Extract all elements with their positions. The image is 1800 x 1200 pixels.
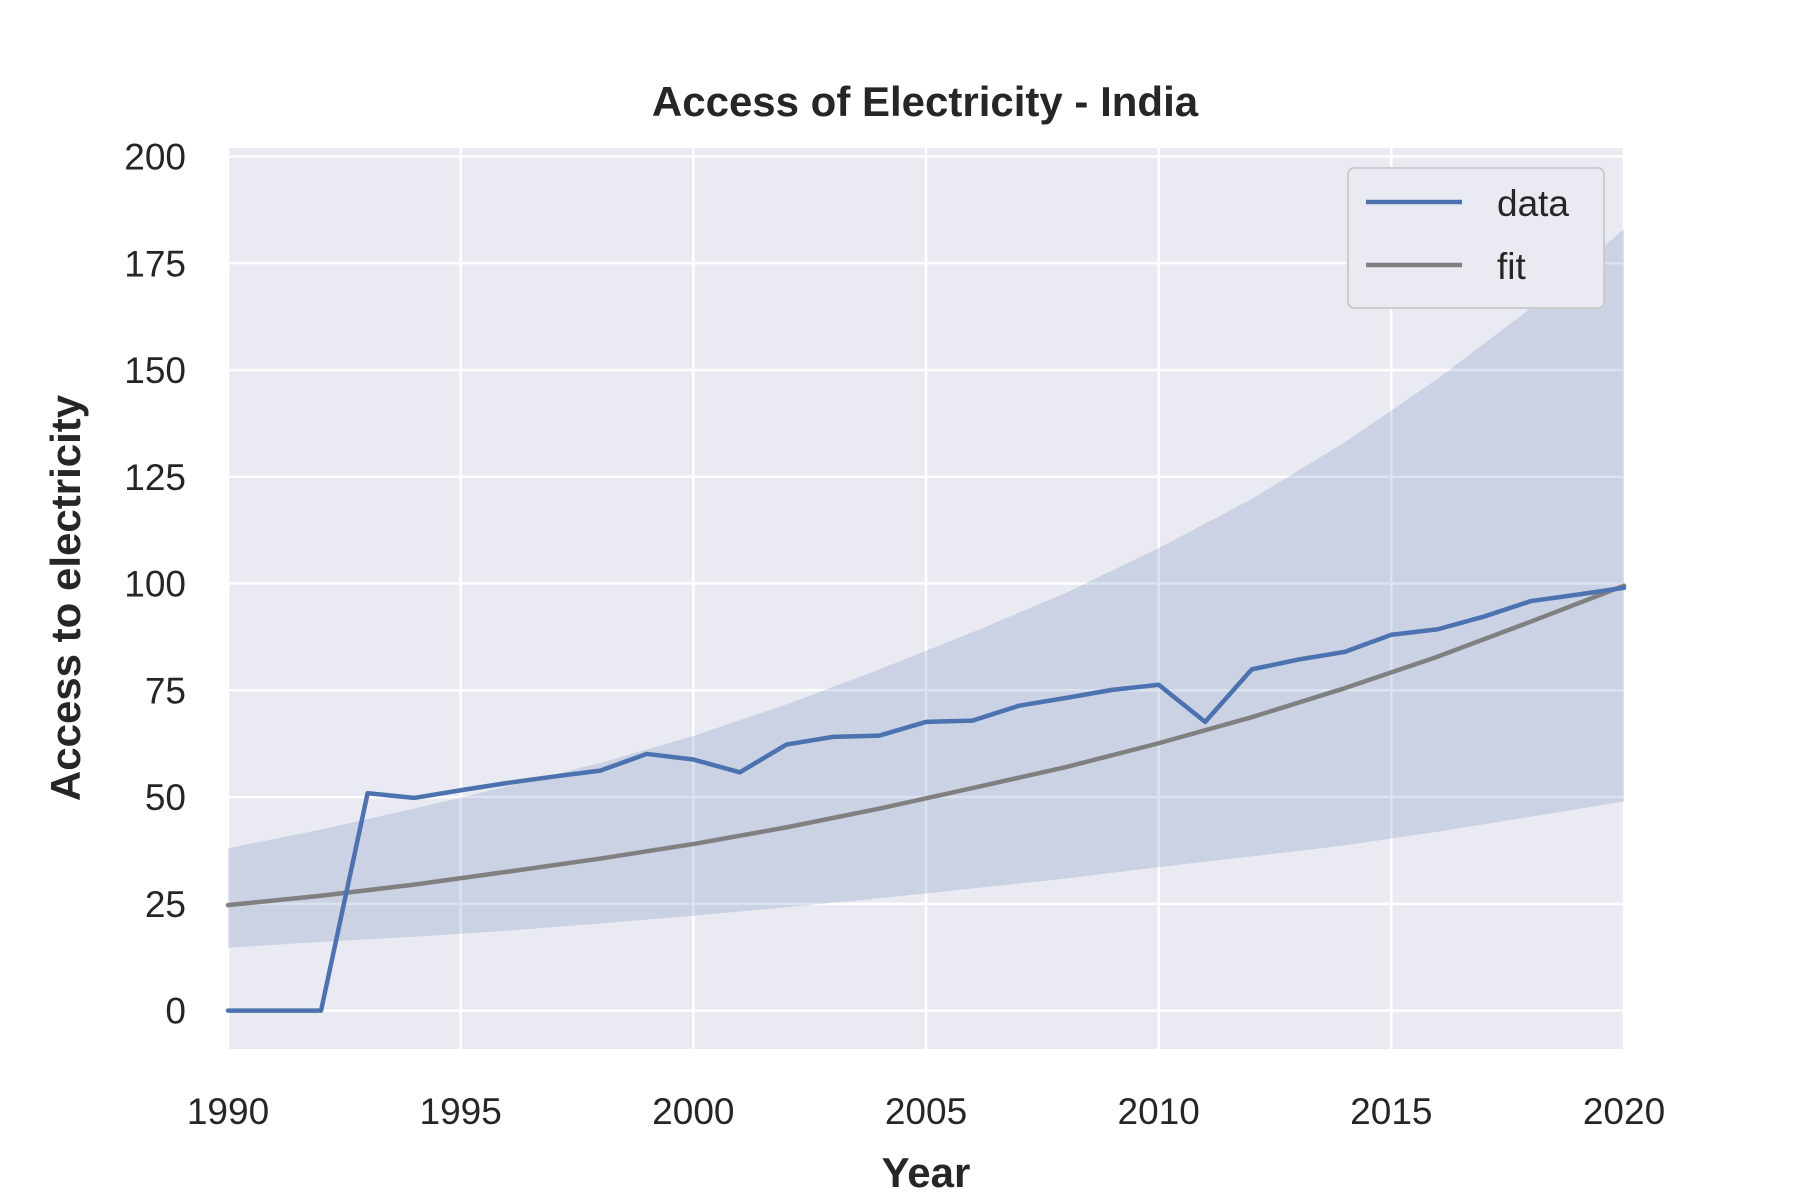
x-tick-label: 2020 <box>1583 1091 1665 1132</box>
series-line-data <box>225 585 1627 1013</box>
series-lines <box>225 583 1627 1013</box>
x-axis-label: Year <box>882 1149 971 1196</box>
x-tick-label: 2000 <box>652 1091 734 1132</box>
chart-title: Access of Electricity - India <box>652 78 1199 125</box>
x-tick-label: 1995 <box>420 1091 502 1132</box>
y-axis-label: Access to electricity <box>42 394 89 801</box>
y-tick-label: 25 <box>145 884 186 925</box>
y-tick-label: 150 <box>124 350 186 391</box>
y-tick-labels: 0 25 50 75 100 125 150 175 200 <box>124 137 186 1032</box>
y-tick-label: 100 <box>124 564 186 605</box>
y-tick-label: 0 <box>165 991 186 1032</box>
y-tick-label: 175 <box>124 243 186 284</box>
y-tick-label: 75 <box>145 670 186 711</box>
x-tick-labels: 1990 1995 2000 2005 2010 2015 2020 <box>187 1091 1665 1132</box>
x-tick-label: 2015 <box>1350 1091 1432 1132</box>
x-tick-label: 1990 <box>187 1091 269 1132</box>
series-line-fit <box>225 583 1627 908</box>
confidence-band-area <box>228 229 1624 948</box>
legend-label-data: data <box>1497 183 1569 224</box>
y-tick-label: 200 <box>124 137 186 178</box>
confidence-band <box>228 229 1624 948</box>
y-tick-label: 125 <box>124 457 186 498</box>
y-tick-label: 50 <box>145 777 186 818</box>
legend: data fit <box>1347 167 1605 309</box>
x-tick-label: 2010 <box>1118 1091 1200 1132</box>
legend-label-fit: fit <box>1497 246 1527 287</box>
x-tick-label: 2005 <box>885 1091 967 1132</box>
